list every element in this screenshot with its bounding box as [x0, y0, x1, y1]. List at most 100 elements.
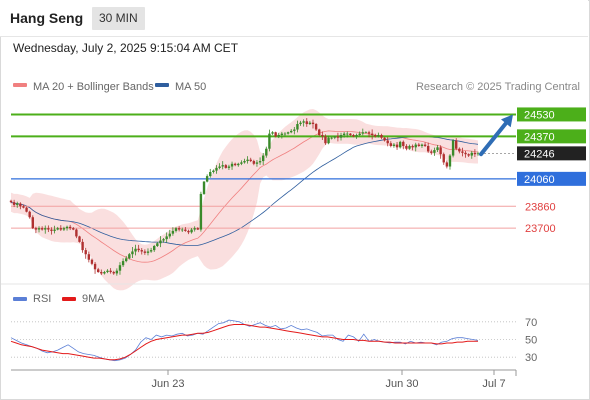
ma9-line: [10, 324, 478, 361]
candle-body: [140, 250, 143, 252]
x-tick-label-Jun-30: Jun 30: [385, 378, 418, 390]
candle-body: [455, 140, 458, 149]
candle-body: [451, 140, 455, 156]
candle-body: [277, 135, 280, 137]
candle-body: [19, 203, 22, 207]
candle-body: [199, 193, 203, 230]
candle-body: [321, 135, 324, 137]
rsi-line: [10, 319, 479, 362]
candle-body: [271, 132, 274, 134]
candle-body: [333, 136, 336, 138]
candle-body: [68, 226, 72, 229]
candle-body: [240, 162, 243, 164]
candle-body: [137, 248, 140, 251]
forecast-arrow-shaft: [479, 120, 509, 157]
chart-header: Hang Seng 30 MIN: [0, 0, 588, 37]
candle-body: [349, 133, 352, 135]
candle-body: [103, 272, 106, 274]
ma9-legend-swatch: [62, 297, 76, 301]
candle-body: [22, 206, 25, 208]
candle-body: [53, 229, 56, 231]
level-tag-24060: [517, 171, 586, 186]
level-labels: 24530 24370 24246 24060 23860 23700: [517, 107, 586, 235]
level-label-24060: 24060: [524, 174, 555, 186]
forecast-arrow: [479, 114, 513, 157]
ma50-legend-label: MA 50: [175, 81, 206, 93]
candle-body: [286, 132, 290, 134]
candle-body: [423, 144, 427, 146]
candle-body: [355, 135, 358, 137]
candle-body: [146, 251, 150, 253]
x-tick-label-Jul-7: Jul 7: [482, 378, 505, 390]
level-label-24530: 24530: [524, 109, 555, 121]
candle-body: [380, 135, 383, 138]
level-tag-24246: [517, 146, 586, 161]
candle-body: [336, 136, 340, 138]
x-tick-label-Jun-23: Jun 23: [151, 378, 184, 390]
candle-body: [227, 166, 231, 168]
candle-body: [100, 272, 103, 274]
candle-body: [34, 228, 38, 230]
candle-body: [296, 124, 299, 130]
candle-body: [156, 243, 159, 246]
timestamp: Wednesday, July 2, 2025 9:15:04 AM CET: [13, 41, 239, 55]
candle-body: [124, 258, 128, 262]
candle-body: [339, 135, 343, 138]
candle-body: [196, 228, 199, 230]
candle-body: [358, 133, 361, 135]
candle-body: [290, 130, 293, 133]
candle-body: [398, 141, 402, 148]
candle-body: [430, 151, 433, 153]
candle-body: [293, 129, 296, 131]
level-label-24370: 24370: [524, 131, 555, 143]
candle-body: [56, 228, 59, 230]
candle-body: [318, 129, 321, 135]
candle-body: [159, 240, 162, 244]
candle-body: [367, 132, 371, 134]
candle-body: [90, 259, 94, 264]
candle-body: [352, 135, 355, 137]
candle-body: [433, 150, 436, 153]
candle-body: [81, 241, 84, 251]
timeframe-button[interactable]: 30 MIN: [92, 7, 145, 30]
candle-body: [473, 152, 477, 155]
candle-body: [37, 228, 41, 230]
candle-body: [131, 251, 134, 255]
candle-body: [389, 143, 393, 146]
candle-body: [342, 133, 346, 135]
candle-body: [299, 122, 302, 125]
candle-body: [311, 122, 315, 125]
candle-body: [93, 263, 97, 270]
candle-body: [442, 154, 445, 163]
candle-body: [12, 202, 16, 205]
candle-body: [50, 229, 53, 231]
candle-body: [193, 228, 196, 230]
candle-body: [218, 166, 221, 168]
candle-body: [268, 133, 271, 149]
candle-body: [461, 151, 464, 153]
candle-body: [118, 265, 122, 271]
candle-body: [258, 161, 262, 163]
candle-body: [121, 261, 125, 266]
candle-body: [96, 269, 100, 273]
candle-body: [417, 144, 421, 146]
candle-body: [445, 162, 449, 167]
candle-body: [59, 228, 63, 230]
ma20-legend-label: MA 20 + Bollinger Bands: [33, 81, 154, 93]
candle-body: [330, 137, 333, 139]
candle-body: [426, 145, 430, 152]
candle-body: [302, 121, 305, 123]
candle-body: [374, 135, 377, 137]
candle-body: [209, 172, 212, 177]
candle-body: [458, 148, 461, 152]
candle-body: [261, 155, 265, 162]
candle-body: [370, 133, 374, 135]
candle-body: [128, 254, 131, 259]
candle-body: [405, 145, 408, 149]
candle-body: [274, 132, 277, 137]
candle-body: [361, 132, 365, 134]
forecast-arrow-head: [500, 114, 513, 128]
bollinger-bands: [11, 109, 478, 291]
candlesticks: [9, 118, 480, 276]
